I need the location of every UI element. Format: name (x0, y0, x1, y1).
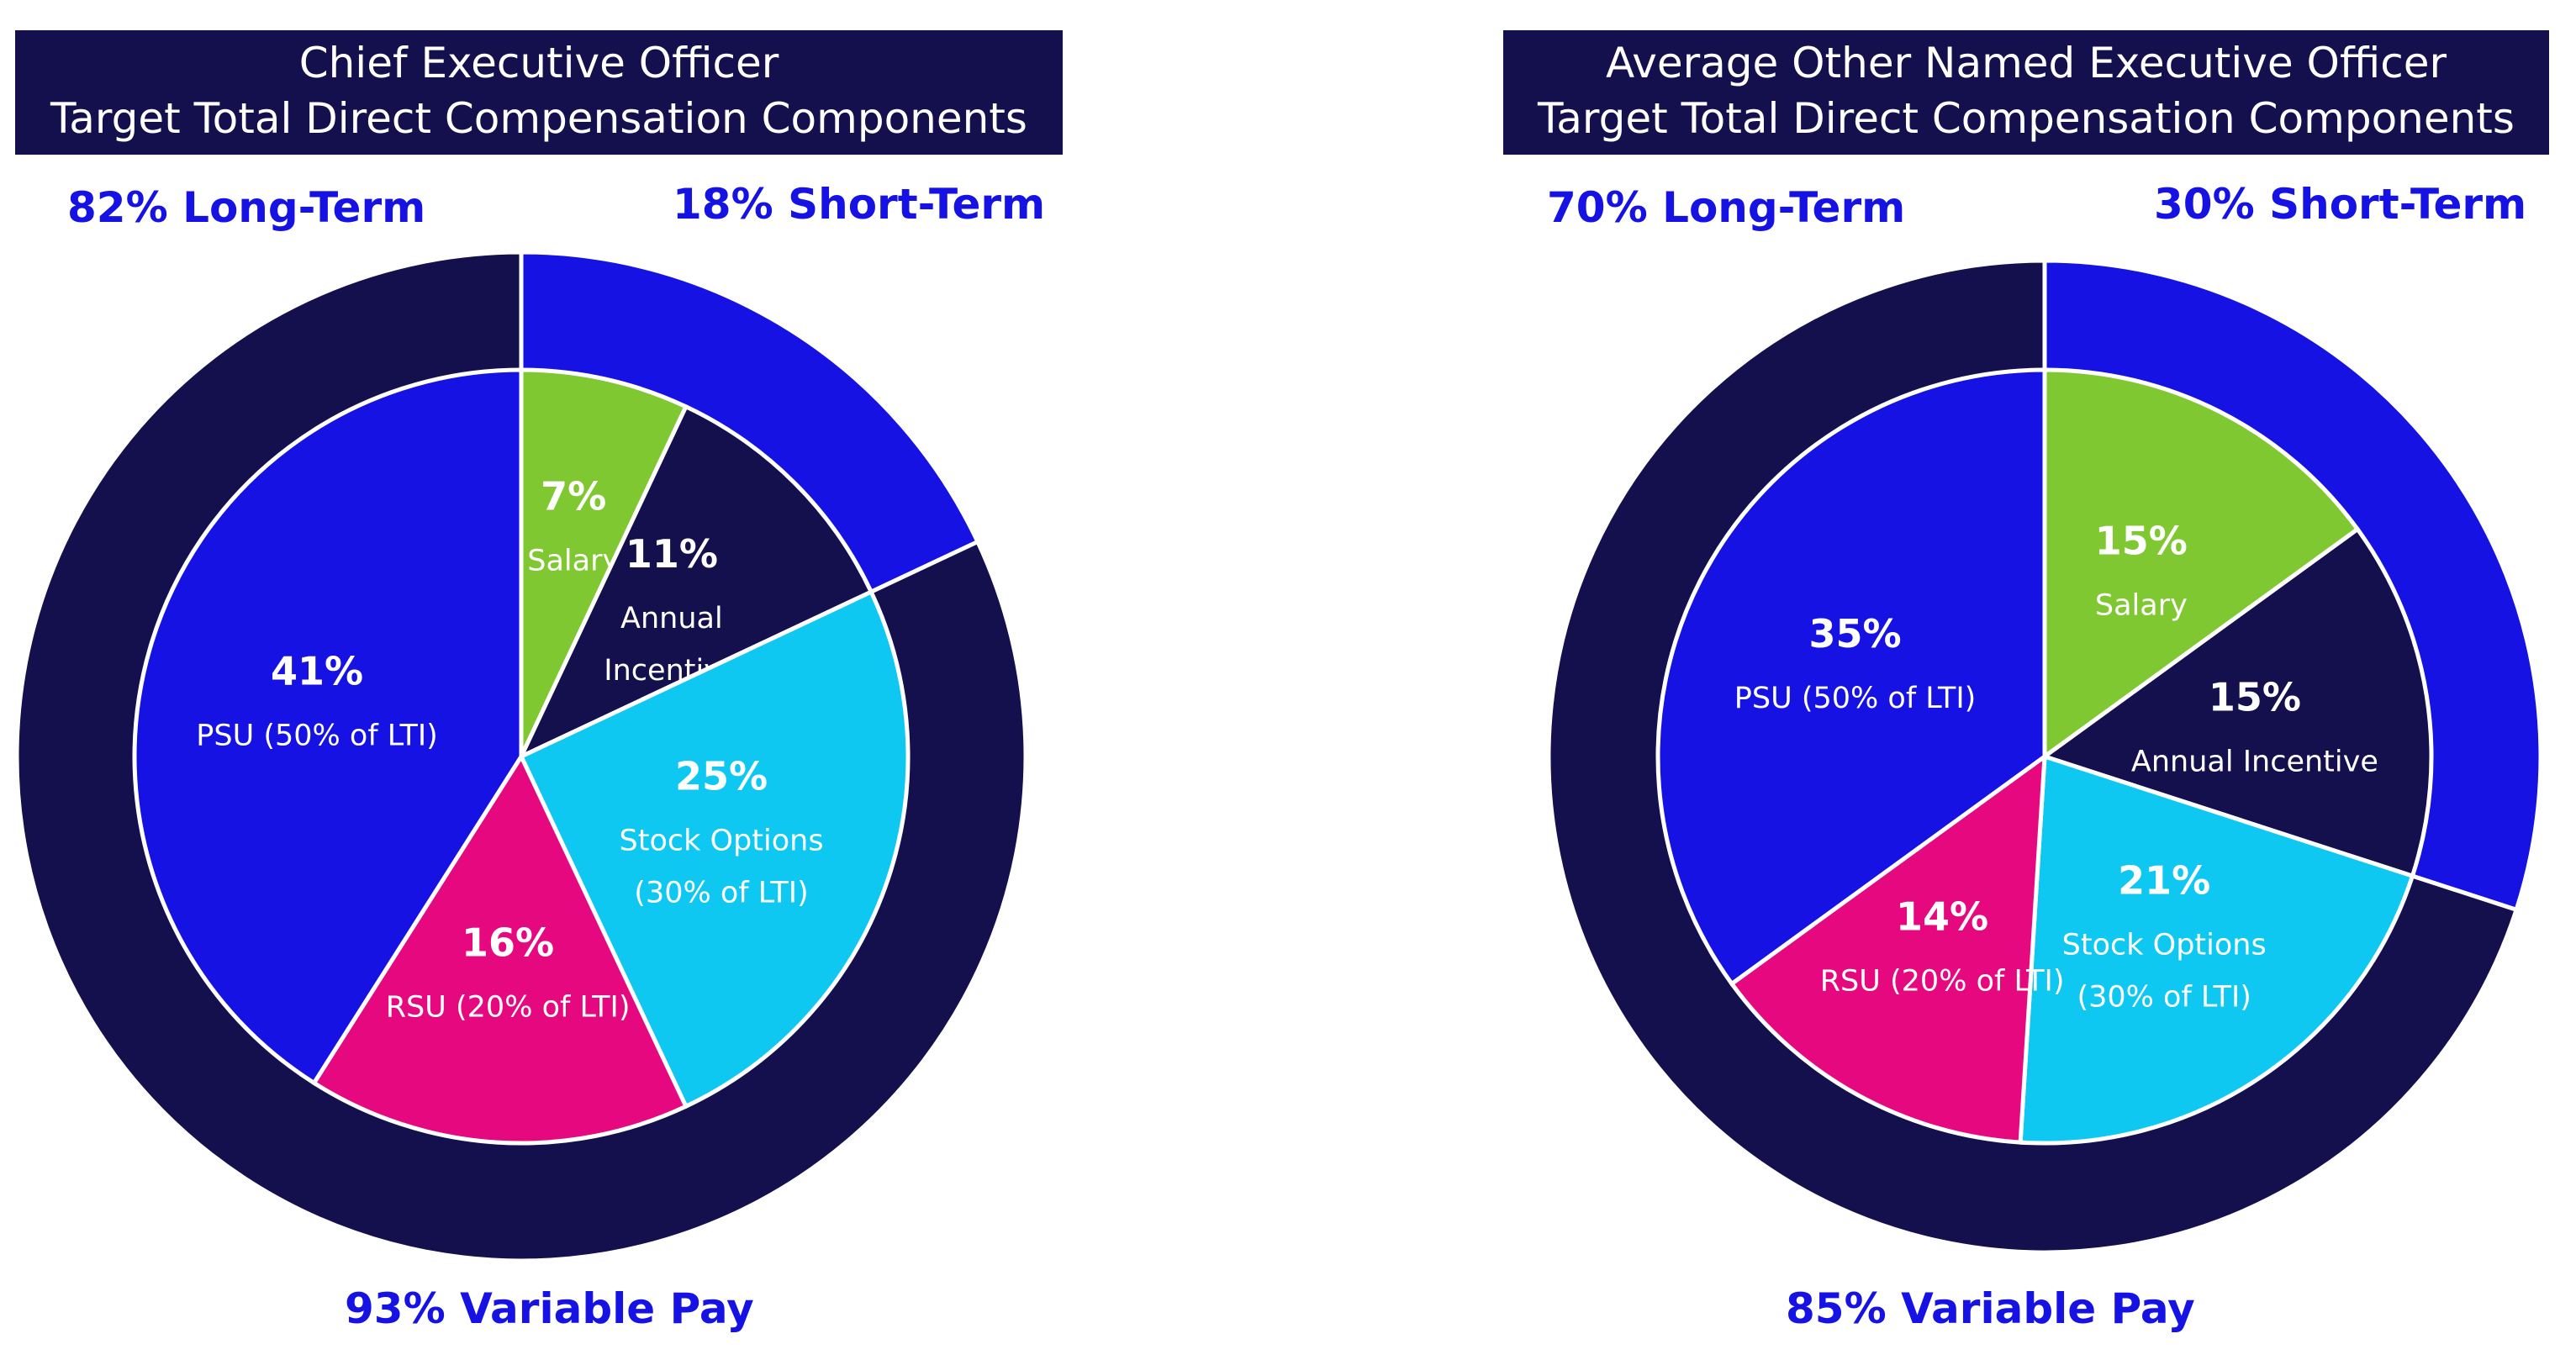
slice-value-label: 15% (2095, 519, 2188, 564)
ceo-chart-panel: Chief Executive Officer Target Total Dir… (14, 30, 1063, 1333)
slice-value-label: 16% (462, 920, 554, 966)
slice-category-label: PSU (50% of LTI) (1734, 682, 1977, 715)
slice-category-label: RSU (20% of LTI) (1820, 965, 2065, 999)
slice-category-label: (30% of LTI) (2077, 980, 2251, 1014)
short-term-label: 30% Short-Term (2154, 180, 2527, 229)
slice-category-label: Salary (527, 545, 620, 578)
chart-title: Average Other Named Executive Officer Ta… (1503, 30, 2549, 155)
pie-slice-psu-50-of-lti (1655, 367, 2047, 987)
chart-title-line-2: Target Total Direct Compensation Compone… (50, 94, 1027, 143)
pie-slice-stock-options-30-of-lti (518, 588, 911, 1110)
slice-category-label: PSU (50% of LTI) (196, 719, 438, 752)
pie-slice-annual-incentive (516, 403, 874, 762)
slice-value-label: 15% (2209, 674, 2301, 720)
slice-category-label: Annual Incentive (2131, 745, 2378, 778)
variable-pay-label: 85% Variable Pay (1786, 1284, 2195, 1333)
pie-slice-salary (2042, 367, 2361, 761)
slice-value-label: 14% (1896, 894, 1988, 940)
slice-value-label: 11% (626, 531, 718, 577)
pie-slice-rsu-20-of-lti (1729, 751, 2047, 1145)
long-term-label: 82% Long-Term (67, 183, 426, 232)
neo-pie-chart: 15% Salary 15% Annual Incentive 21% Stock Opt… (1546, 258, 2543, 1255)
slice-category-label: Salary (2095, 589, 2188, 623)
pie-slice-stock-options-30-of-lti (2018, 753, 2415, 1146)
slice-value-label: 41% (271, 648, 363, 693)
pie-slice-salary (519, 367, 689, 758)
long-term-label: 70% Long-Term (1547, 183, 1906, 232)
slice-value-label: 7% (541, 474, 606, 519)
pie-slice-psu-50-of-lti (132, 367, 524, 1086)
slice-category-label: Stock Options (2062, 928, 2267, 962)
slice-value-label: 21% (2118, 857, 2210, 903)
chart-title-line-1: Chief Executive Officer (298, 39, 779, 87)
slice-category-label: Stock Options (620, 825, 824, 858)
variable-pay-label: 93% Variable Pay (345, 1284, 754, 1333)
neo-chart-panel: Average Other Named Executive Officer Ta… (1288, 0, 2576, 1360)
chart-title-line-1: Average Other Named Executive Officer (1605, 39, 2447, 87)
chart-title: Chief Executive Officer Target Total Dir… (15, 30, 1063, 155)
pie-slice-rsu-20-of-lti (311, 751, 689, 1146)
short-term-label: 18% Short-Term (673, 180, 1046, 229)
slice-category-label: (30% of LTI) (634, 877, 808, 910)
slice-value-label: 35% (1809, 611, 1902, 656)
pie-slice-annual-incentive (2040, 526, 2434, 879)
slice-category-label: RSU (20% of LTI) (386, 991, 631, 1025)
slice-value-label: 25% (675, 754, 768, 799)
chart-title-line-2: Target Total Direct Compensation Compone… (1538, 94, 2515, 143)
slice-category-label: Annual (620, 602, 723, 635)
